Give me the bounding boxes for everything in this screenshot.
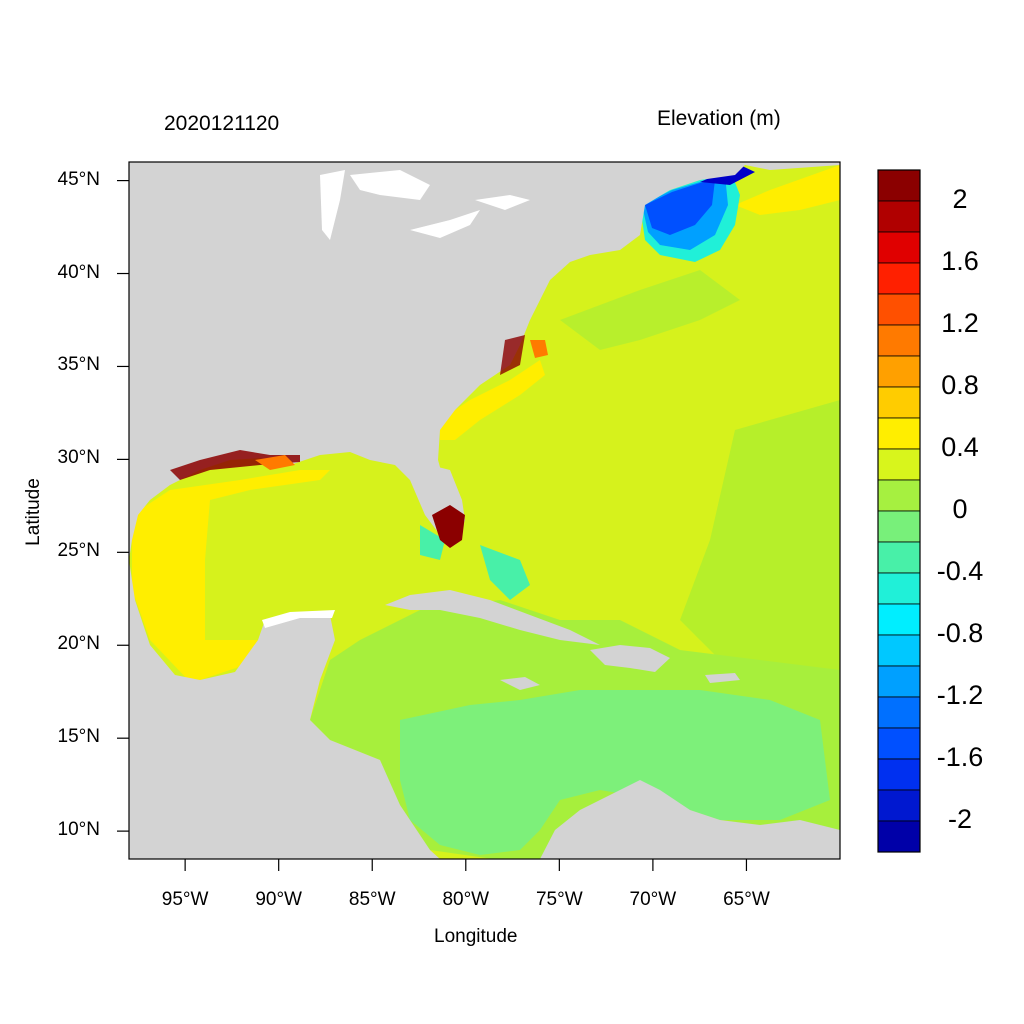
colorbar-swatch xyxy=(877,169,921,202)
south-florida-inundation xyxy=(432,505,465,548)
x-tick-label: 90°W xyxy=(255,889,302,910)
y-tick-label: 45°N xyxy=(57,168,100,190)
colorbar-label: 0 xyxy=(952,494,968,524)
colorbar-label: -1.6 xyxy=(936,742,984,772)
colorbar-label: -0.4 xyxy=(936,556,984,586)
colorbar-label: 2 xyxy=(952,184,968,214)
y-tick-label: 35°N xyxy=(57,354,100,376)
carolina-coast-high xyxy=(440,360,545,440)
y-tick-label: 25°N xyxy=(57,540,100,562)
map-area xyxy=(129,162,840,859)
florida-bay-low xyxy=(420,525,445,560)
colorbar-label: 1.2 xyxy=(941,308,979,338)
colorbar-label: -1.2 xyxy=(936,680,984,710)
lake-erie xyxy=(410,210,480,238)
y-tick-label: 15°N xyxy=(57,726,100,748)
louisiana-marsh xyxy=(255,455,295,470)
central-america-land xyxy=(129,560,440,859)
cuba-land xyxy=(385,590,600,645)
colorbar-swatch xyxy=(877,820,921,853)
colorbar-swatch xyxy=(877,293,921,326)
colorbar-swatch xyxy=(877,479,921,512)
y-axis-title: Latitude xyxy=(23,478,44,546)
yucatan-coast xyxy=(262,610,335,628)
colorbar-swatch xyxy=(877,510,921,543)
colorbar-swatch xyxy=(877,572,921,605)
x-tick-label: 80°W xyxy=(442,889,490,910)
x-ticks xyxy=(184,859,748,871)
colorbar-swatch xyxy=(877,696,921,729)
colorbar-swatch xyxy=(877,603,921,636)
colorbar-swatch xyxy=(877,789,921,822)
x-axis-title: Longitude xyxy=(434,926,518,947)
south-america-land xyxy=(540,780,840,859)
colorbar-swatch xyxy=(877,727,921,760)
lake-huron xyxy=(350,170,430,200)
y-ticks xyxy=(117,179,129,832)
north-america-land xyxy=(129,162,840,560)
western-gulf-high xyxy=(132,470,330,682)
pamlico-sound xyxy=(530,340,548,358)
plot-border xyxy=(128,161,841,860)
colorbar-swatch xyxy=(877,665,921,698)
colorbar-swatch xyxy=(877,417,921,450)
colorbar-label: 0.8 xyxy=(941,370,979,400)
colorbar-swatch xyxy=(877,324,921,357)
gulf-of-maine-core xyxy=(645,180,715,235)
lake-ontario xyxy=(475,195,530,210)
lake-michigan xyxy=(320,170,345,240)
y-tick-label: 40°N xyxy=(57,261,100,283)
colorbar-outline xyxy=(877,169,921,853)
colorbar-label: -2 xyxy=(947,804,972,834)
gulf-coast-inundation xyxy=(170,450,300,480)
x-tick-label: 70°W xyxy=(629,889,677,910)
nova-scotia-high xyxy=(735,165,840,215)
y-tick-label: 30°N xyxy=(57,447,100,469)
y-tick-label: 10°N xyxy=(57,819,100,841)
x-tick-label: 75°W xyxy=(535,889,583,910)
colorbar-swatch xyxy=(877,231,921,264)
y-tick-label: 20°N xyxy=(57,633,100,655)
hispaniola-land xyxy=(590,645,670,672)
puerto-rico-land xyxy=(705,673,740,683)
variable-label: Elevation (m) xyxy=(657,107,781,130)
carolina-inundation xyxy=(500,335,525,375)
x-tick-label: 85°W xyxy=(348,889,396,910)
jamaica-land xyxy=(500,677,540,690)
colorbar-swatch xyxy=(877,200,921,233)
colorbar-swatch xyxy=(877,758,921,791)
colorbar-label: 1.6 xyxy=(941,246,979,276)
x-tick-label: 65°W xyxy=(723,889,770,910)
colorbar-label: -0.8 xyxy=(936,618,984,648)
colorbar-swatch xyxy=(877,448,921,481)
bahamas-low xyxy=(480,545,530,600)
colorbar-swatch xyxy=(877,262,921,295)
colorbar-swatch xyxy=(877,634,921,667)
atlantic-midlat-zone xyxy=(560,270,740,350)
caribbean-low-zone xyxy=(400,690,830,855)
colorbar-swatch xyxy=(877,541,921,574)
colorbar-swatch xyxy=(877,386,921,419)
colorbar-label: 0.4 xyxy=(941,432,979,462)
date-label: 2020121120 xyxy=(164,112,280,135)
x-tick-label: 95°W xyxy=(161,889,209,910)
colorbar-swatch xyxy=(877,355,921,388)
colorbar xyxy=(877,169,921,853)
